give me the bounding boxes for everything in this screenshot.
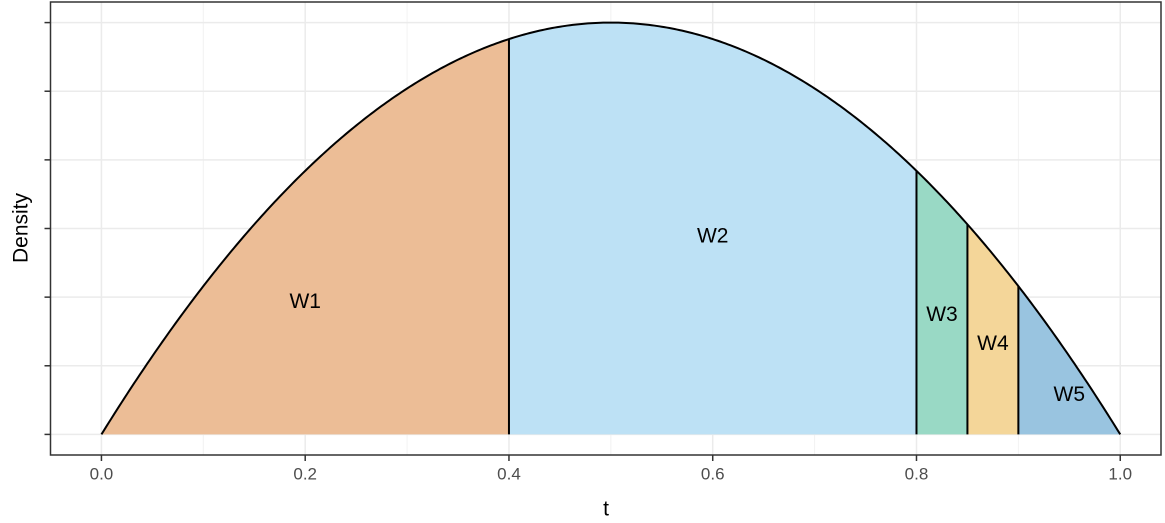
density-curve <box>100 21 1122 435</box>
region-label: W1 <box>289 290 321 313</box>
x-tick-label: 0.6 <box>701 464 725 483</box>
density-region <box>101 39 509 435</box>
x-tick-label: 0.4 <box>497 464 521 483</box>
x-tick-label: 1.0 <box>1108 464 1132 483</box>
density-region <box>967 224 1019 435</box>
region-label: W5 <box>1054 383 1086 406</box>
density-region <box>1018 286 1121 435</box>
x-tick-label: 0.0 <box>90 464 114 483</box>
density-region <box>508 22 917 435</box>
region-label: W4 <box>977 332 1009 355</box>
y-axis-label: Density <box>10 192 33 263</box>
density-region <box>916 170 968 435</box>
x-tick-label: 0.8 <box>905 464 929 483</box>
region-label: W2 <box>697 224 729 247</box>
x-tick-label: 0.2 <box>293 464 317 483</box>
region-label: W3 <box>926 303 958 326</box>
x-axis-label: t <box>603 498 609 521</box>
